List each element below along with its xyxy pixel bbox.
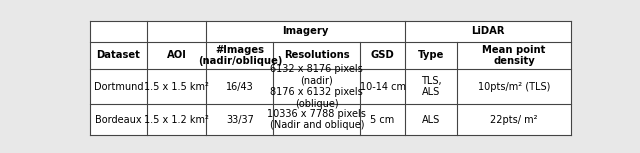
Text: TLS,
ALS: TLS, ALS (420, 76, 441, 97)
Text: 10336 x 7788 pixels
(Nadir and oblique): 10336 x 7788 pixels (Nadir and oblique) (268, 109, 366, 131)
Text: Dataset: Dataset (97, 50, 140, 60)
Text: 1.5 x 1.2 km²: 1.5 x 1.2 km² (144, 115, 209, 125)
Text: 10-14 cm: 10-14 cm (360, 82, 406, 92)
Text: LiDAR: LiDAR (471, 26, 505, 36)
Text: 16/43: 16/43 (226, 82, 254, 92)
Text: 10pts/m² (TLS): 10pts/m² (TLS) (478, 82, 550, 92)
Text: ALS: ALS (422, 115, 440, 125)
Text: 5 cm: 5 cm (371, 115, 395, 125)
Text: Bordeaux: Bordeaux (95, 115, 141, 125)
Text: Type: Type (418, 50, 444, 60)
Text: Imagery: Imagery (282, 26, 329, 36)
Text: #Images
(nadir/oblique): #Images (nadir/oblique) (198, 45, 282, 66)
Text: AOI: AOI (167, 50, 187, 60)
Text: Resolutions: Resolutions (284, 50, 349, 60)
Text: 6132 x 8176 pixels
(nadir)
8176 x 6132 pixels
(oblique): 6132 x 8176 pixels (nadir) 8176 x 6132 p… (271, 64, 364, 109)
Text: Dortmund: Dortmund (93, 82, 143, 92)
Text: 22pts/ m²: 22pts/ m² (490, 115, 538, 125)
Text: 1.5 x 1.5 km²: 1.5 x 1.5 km² (144, 82, 209, 92)
Text: GSD: GSD (371, 50, 394, 60)
Text: Mean point
density: Mean point density (483, 45, 546, 66)
Text: 33/37: 33/37 (226, 115, 254, 125)
